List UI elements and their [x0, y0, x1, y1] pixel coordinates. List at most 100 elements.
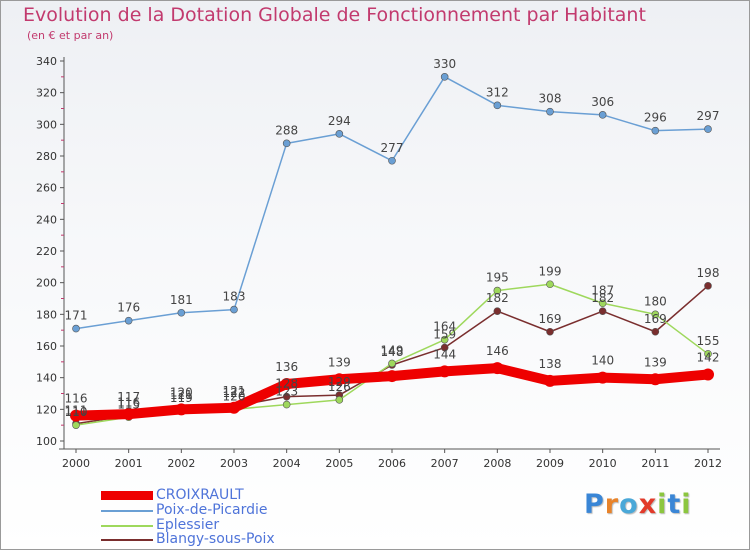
y-tick-label: 140	[36, 372, 57, 385]
data-point-eplessier	[440, 335, 449, 344]
data-label-blangy-sous-poix: 128	[275, 377, 298, 391]
data-label-eplessier: 164	[433, 320, 456, 334]
data-label-croixrault: 136	[275, 360, 298, 374]
brand-letter: o	[619, 489, 639, 520]
data-label-eplessier: 180	[644, 294, 667, 308]
data-point-blangy-sous-poix	[282, 392, 291, 401]
data-label-blangy-sous-poix: 169	[539, 312, 562, 326]
brand-letter: i	[681, 489, 692, 520]
y-tick-label: 160	[36, 340, 57, 353]
data-point-eplessier	[388, 359, 396, 368]
data-point-eplessier	[493, 286, 502, 295]
data-point-poix-de-picardie	[546, 107, 554, 116]
data-point-croixrault	[280, 378, 293, 390]
data-point-eplessier	[704, 350, 712, 358]
y-tick-label: 300	[36, 118, 57, 131]
data-label-eplessier: 195	[486, 271, 509, 285]
legend-label-croixrault: CROIXRAULT	[156, 487, 244, 503]
data-point-croixrault	[70, 409, 82, 422]
data-label-croixrault: 116	[65, 392, 88, 406]
data-label-blangy-sous-poix: 148	[381, 345, 404, 359]
data-point-croixrault	[596, 371, 609, 384]
x-tick-label: 2005	[325, 457, 353, 470]
chart-title: Evolution de la Dotation Globale de Fonc…	[23, 4, 646, 26]
data-point-poix-de-picardie	[177, 308, 186, 317]
data-label-eplessier: 115	[117, 397, 140, 411]
data-label-eplessier: 149	[381, 343, 404, 357]
data-point-croixrault	[333, 373, 346, 386]
data-point-eplessier	[546, 280, 554, 289]
data-point-poix-de-picardie	[598, 111, 607, 119]
data-point-croixrault	[544, 374, 556, 387]
data-point-blangy-sous-poix	[546, 327, 554, 336]
brand-letter: t	[667, 489, 682, 520]
y-tick-label: 180	[36, 308, 57, 321]
chart-subtitle: (en € et par an)	[27, 29, 114, 42]
data-label-croixrault: 139	[328, 355, 351, 369]
data-point-poix-de-picardie	[440, 73, 449, 81]
data-point-poix-de-picardie	[335, 130, 344, 138]
brand-letter: P	[584, 489, 605, 520]
data-label-croixrault: 146	[486, 344, 509, 358]
data-label-eplessier: 187	[591, 283, 614, 297]
data-point-croixrault	[649, 373, 662, 386]
x-tick-label: 2006	[378, 457, 406, 470]
data-label-blangy-sous-poix: 159	[433, 328, 456, 342]
data-point-blangy-sous-poix	[440, 343, 449, 352]
x-tick-label: 2012	[694, 457, 722, 470]
data-label-eplessier: 126	[328, 380, 351, 394]
brand-letter: x	[638, 489, 658, 520]
data-label-croixrault: 121	[223, 384, 246, 398]
data-point-eplessier	[651, 310, 660, 319]
data-label-blangy-sous-poix: 111	[65, 404, 88, 418]
data-point-blangy-sous-poix	[704, 282, 712, 290]
data-point-eplessier	[72, 421, 80, 429]
data-label-blangy-sous-poix: 122	[223, 386, 246, 400]
data-label-poix-de-picardie: 306	[591, 95, 614, 109]
data-point-poix-de-picardie	[124, 316, 133, 325]
data-label-blangy-sous-poix: 182	[486, 291, 509, 305]
legend-label-blangy-sous-poix: Blangy-sous-Poix	[156, 531, 275, 547]
data-point-croixrault	[228, 401, 240, 414]
x-tick-label: 2007	[431, 457, 459, 470]
data-label-eplessier: 120	[223, 389, 246, 403]
data-label-poix-de-picardie: 171	[65, 309, 88, 323]
data-label-croixrault: 142	[697, 351, 720, 365]
y-tick-label: 100	[36, 435, 57, 448]
x-tick-label: 2009	[536, 457, 564, 470]
data-label-poix-de-picardie: 288	[275, 123, 298, 137]
data-label-eplessier: 199	[539, 264, 562, 278]
data-point-eplessier	[282, 400, 291, 409]
data-label-poix-de-picardie: 176	[117, 301, 140, 315]
x-tick-label: 2011	[641, 457, 669, 470]
x-tick-label: 2008	[483, 457, 511, 470]
data-label-blangy-sous-poix: 198	[697, 266, 720, 280]
x-tick-label: 2010	[589, 457, 617, 470]
data-label-poix-de-picardie: 312	[486, 85, 509, 99]
data-point-poix-de-picardie	[230, 305, 238, 314]
x-tick-label: 2000	[62, 457, 90, 470]
y-tick-label: 240	[36, 213, 57, 226]
data-point-croixrault	[702, 368, 714, 381]
y-tick-label: 200	[36, 277, 57, 290]
legend-swatch-croixrault	[101, 491, 153, 500]
legend-swatch-blangy-sous-poix	[101, 539, 153, 541]
brand-letter: i	[657, 489, 668, 520]
data-label-poix-de-picardie: 181	[170, 293, 193, 307]
data-label-croixrault: 138	[539, 357, 562, 371]
data-label-poix-de-picardie: 277	[381, 141, 404, 155]
data-label-blangy-sous-poix: 129	[328, 375, 351, 389]
data-label-blangy-sous-poix: 121	[170, 388, 193, 402]
data-label-eplessier: 110	[65, 405, 88, 419]
y-tick-label: 260	[36, 182, 57, 195]
data-label-poix-de-picardie: 308	[539, 92, 562, 106]
x-tick-label: 2003	[220, 457, 248, 470]
x-tick-label: 2002	[167, 457, 195, 470]
legend-swatch-eplessier	[101, 525, 153, 527]
data-label-eplessier: 155	[697, 334, 720, 348]
data-label-poix-de-picardie: 297	[697, 109, 720, 123]
data-label-croixrault: 144	[433, 347, 456, 361]
data-label-poix-de-picardie: 294	[328, 114, 351, 128]
